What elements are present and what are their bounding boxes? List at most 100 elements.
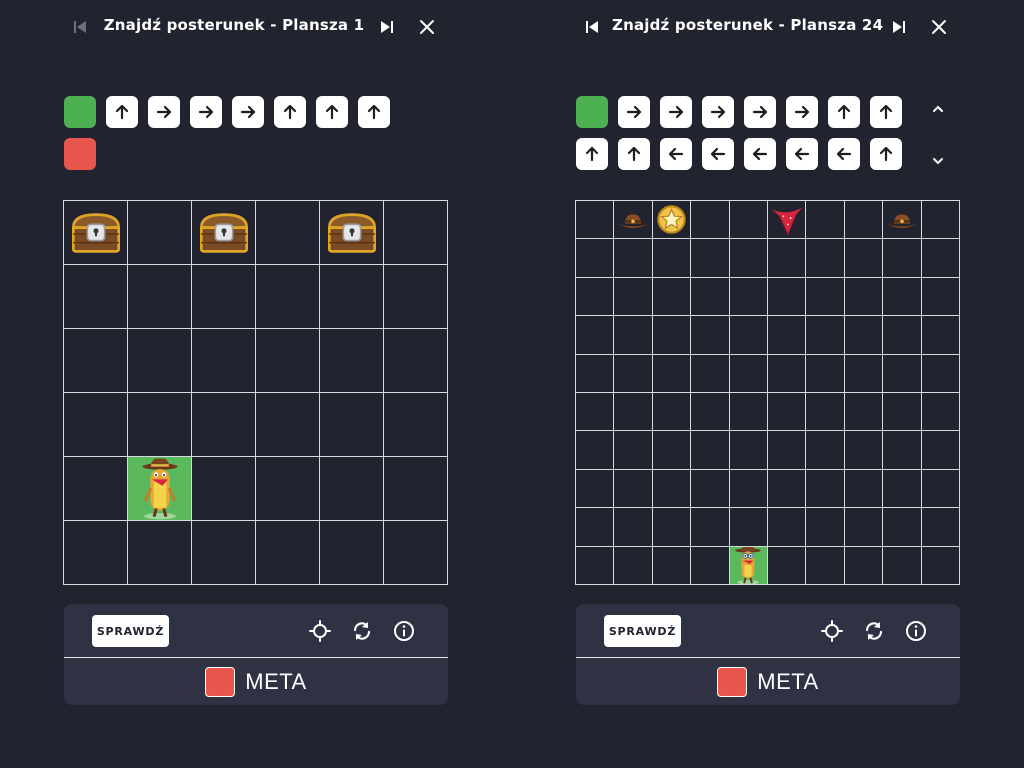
crosshair-icon[interactable]: [307, 618, 333, 644]
start-tile[interactable]: [64, 96, 96, 128]
board-cell: [691, 508, 730, 547]
board-cell: [384, 457, 448, 521]
board-cell: [320, 393, 384, 457]
left-panel: Znajdź posterunek - Plansza 1 SPRAWDŹ ME…: [63, 12, 448, 705]
refresh-icon[interactable]: [349, 618, 375, 644]
board-cell: [614, 469, 653, 509]
scroll-up-icon[interactable]: [927, 98, 949, 120]
board-cell: [652, 393, 692, 432]
board-cell: [729, 508, 768, 547]
next-level-icon[interactable]: [884, 12, 914, 42]
board-cell: [691, 316, 730, 355]
arrow-up-tile[interactable]: [828, 96, 860, 128]
board-cell: [384, 201, 448, 265]
board-cell: [652, 354, 692, 393]
program-row-2: [64, 138, 96, 170]
goal-color-square: [205, 667, 236, 697]
board-cell: [128, 393, 192, 457]
board-cell: [768, 546, 807, 585]
arrow-up-tile[interactable]: [316, 96, 348, 128]
board-cell: [691, 354, 730, 393]
close-icon[interactable]: [412, 12, 442, 42]
board-cell: [320, 201, 384, 265]
right-header: Znajdź posterunek - Plansza 24: [512, 12, 1024, 42]
arrow-up-tile[interactable]: [274, 96, 306, 128]
arrow-right-tile[interactable]: [618, 96, 650, 128]
board-cell: [844, 354, 884, 393]
board-cell: [192, 329, 256, 393]
refresh-icon[interactable]: [861, 618, 887, 644]
board-cell: [652, 431, 692, 470]
page-title: Znajdź posterunek - Plansza 1: [103, 16, 365, 34]
board-cell: [652, 469, 692, 509]
board-cell: [729, 469, 768, 509]
arrow-left-tile[interactable]: [786, 138, 818, 170]
arrow-right-tile[interactable]: [702, 96, 734, 128]
arrow-right-icon: [708, 102, 728, 122]
board-cell: [614, 316, 653, 355]
board-cell: [921, 431, 960, 470]
start-tile[interactable]: [576, 96, 608, 128]
close-icon[interactable]: [924, 12, 954, 42]
arrow-right-tile[interactable]: [190, 96, 222, 128]
program-row-2: [576, 138, 902, 170]
board-cell: [576, 469, 615, 509]
arrow-right-icon: [238, 102, 258, 122]
board-cell: [691, 546, 730, 585]
board-cell: [768, 277, 807, 317]
arrow-up-tile[interactable]: [870, 96, 902, 128]
cowboy-hat-icon: [615, 202, 651, 238]
arrow-left-tile[interactable]: [744, 138, 776, 170]
board-cell: [64, 265, 128, 329]
board-cell: [652, 546, 692, 585]
board-cell: [576, 239, 615, 278]
check-button[interactable]: SPRAWDŹ: [604, 615, 681, 647]
board-cell: [614, 393, 653, 432]
first-level-icon[interactable]: [65, 12, 95, 42]
arrow-left-icon: [834, 144, 854, 164]
next-level-icon[interactable]: [372, 12, 402, 42]
divider: [576, 657, 960, 658]
info-icon[interactable]: [391, 618, 417, 644]
arrow-up-tile[interactable]: [870, 138, 902, 170]
board-cell: [883, 201, 922, 240]
board-cell: [806, 201, 845, 240]
board-cell: [576, 354, 615, 393]
control-panel: SPRAWDŹ META: [64, 604, 448, 705]
board-cell: [806, 546, 845, 585]
arrow-right-tile[interactable]: [786, 96, 818, 128]
board-cell: [883, 469, 922, 509]
first-level-icon[interactable]: [577, 12, 607, 42]
arrow-right-tile[interactable]: [744, 96, 776, 128]
board-cell: [883, 277, 922, 317]
arrow-up-tile[interactable]: [576, 138, 608, 170]
board-cell: [729, 393, 768, 432]
crosshair-icon[interactable]: [819, 618, 845, 644]
board-cell: [614, 277, 653, 317]
board-cell: [806, 354, 845, 393]
board-cell: [128, 329, 192, 393]
board-cell: [64, 457, 128, 521]
board-cell: [844, 546, 884, 585]
arrow-left-tile[interactable]: [660, 138, 692, 170]
board-cell: [576, 546, 615, 585]
arrow-up-tile[interactable]: [618, 138, 650, 170]
arrow-up-tile[interactable]: [358, 96, 390, 128]
arrow-left-tile[interactable]: [828, 138, 860, 170]
arrow-left-tile[interactable]: [702, 138, 734, 170]
arrow-right-tile[interactable]: [148, 96, 180, 128]
arrow-right-tile[interactable]: [232, 96, 264, 128]
stop-tile[interactable]: [64, 138, 96, 170]
board-cell: [729, 239, 768, 278]
arrow-right-tile[interactable]: [660, 96, 692, 128]
check-button[interactable]: SPRAWDŹ: [92, 615, 169, 647]
arrow-up-tile[interactable]: [106, 96, 138, 128]
info-icon[interactable]: [903, 618, 929, 644]
board-cell: [883, 239, 922, 278]
scroll-down-icon[interactable]: [927, 150, 949, 172]
board-cell: [652, 277, 692, 317]
board-cell: [614, 239, 653, 278]
board-cell: [844, 469, 884, 509]
board-cell: [883, 393, 922, 432]
board-cell: [128, 521, 192, 585]
